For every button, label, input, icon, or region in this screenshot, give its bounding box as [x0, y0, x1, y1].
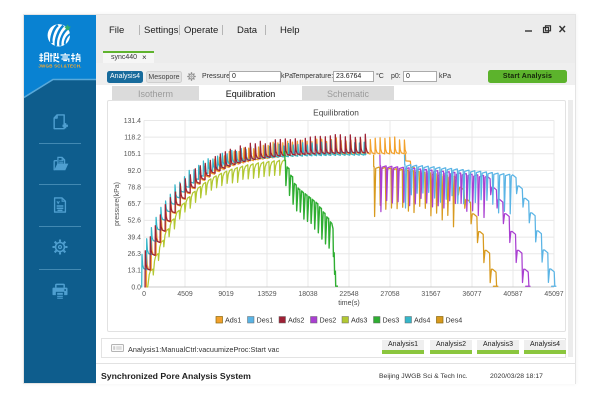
svg-text:Equilibration: Equilibration	[313, 108, 359, 118]
svg-text:92.0: 92.0	[128, 168, 142, 175]
svg-text:pressure(kPa): pressure(kPa)	[114, 182, 121, 226]
svg-text:36077: 36077	[462, 291, 481, 298]
svg-text:time(s): time(s)	[338, 300, 359, 307]
svg-text:78.8: 78.8	[128, 184, 142, 191]
svg-text:Ads2: Ads2	[288, 316, 304, 325]
svg-text:45097: 45097	[544, 291, 563, 298]
svg-text:39.4: 39.4	[128, 234, 142, 241]
svg-text:Ads3: Ads3	[351, 316, 367, 325]
svg-text:18038: 18038	[298, 291, 317, 298]
svg-text:31567: 31567	[421, 291, 440, 298]
svg-text:Des2: Des2	[320, 316, 337, 325]
svg-text:Des4: Des4	[446, 316, 463, 325]
svg-text:Ads1: Ads1	[225, 316, 241, 325]
svg-text:131.4: 131.4	[124, 118, 141, 125]
svg-text:Des3: Des3	[383, 316, 400, 325]
svg-text:Des1: Des1	[257, 316, 274, 325]
svg-text:0.0: 0.0	[131, 284, 141, 291]
svg-text:40587: 40587	[503, 291, 522, 298]
svg-text:22548: 22548	[339, 291, 358, 298]
svg-text:4509: 4509	[177, 291, 192, 298]
svg-text:9019: 9019	[218, 291, 233, 298]
svg-text:27058: 27058	[380, 291, 399, 298]
svg-text:13529: 13529	[257, 291, 276, 298]
svg-text:Ads4: Ads4	[414, 316, 430, 325]
svg-text:26.3: 26.3	[128, 251, 142, 258]
svg-text:65.7: 65.7	[128, 201, 142, 208]
svg-text:JWGB SCI.&TECH.: JWGB SCI.&TECH.	[38, 64, 81, 69]
svg-text:13.1: 13.1	[128, 268, 142, 275]
svg-text:0: 0	[142, 291, 146, 298]
svg-text:105.1: 105.1	[124, 151, 141, 158]
svg-text:118.2: 118.2	[124, 134, 141, 141]
svg-text:52.6: 52.6	[128, 218, 142, 225]
